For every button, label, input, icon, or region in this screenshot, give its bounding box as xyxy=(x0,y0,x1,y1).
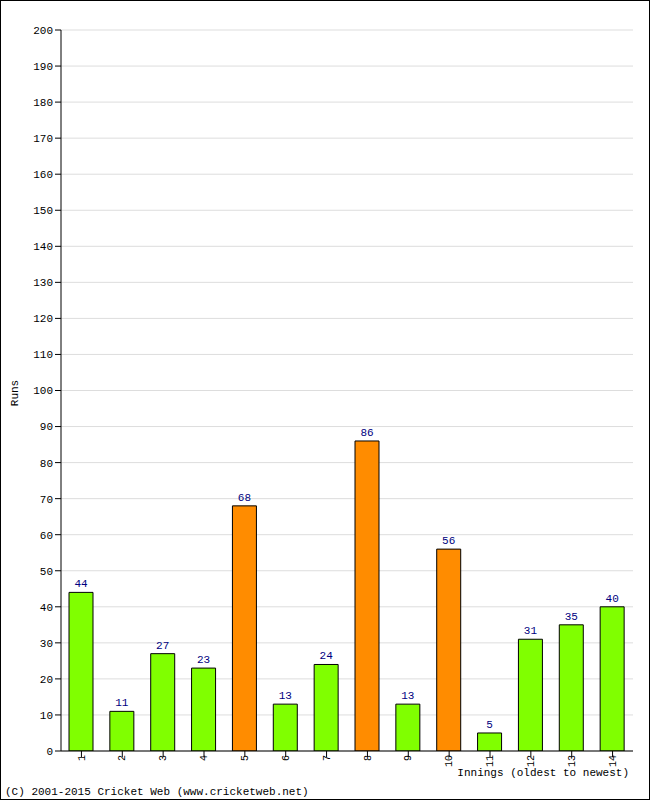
svg-text:31: 31 xyxy=(524,625,538,637)
svg-text:13: 13 xyxy=(401,690,414,702)
svg-text:150: 150 xyxy=(33,205,53,217)
html-text:Runs: Runs xyxy=(9,379,21,407)
svg-text:9: 9 xyxy=(403,755,414,761)
svg-text:44: 44 xyxy=(74,578,88,590)
svg-text:13: 13 xyxy=(279,690,292,702)
svg-text:160: 160 xyxy=(33,169,53,181)
svg-text:2: 2 xyxy=(117,755,128,761)
svg-text:27: 27 xyxy=(156,640,169,652)
html-text:Innings (oldest to newest): Innings (oldest to newest) xyxy=(457,767,629,779)
svg-text:180: 180 xyxy=(33,97,53,109)
svg-text:13: 13 xyxy=(567,755,578,767)
svg-text:8: 8 xyxy=(363,755,374,761)
svg-text:20: 20 xyxy=(40,674,53,686)
svg-text:56: 56 xyxy=(442,535,455,547)
svg-text:50: 50 xyxy=(40,566,53,578)
svg-text:10: 10 xyxy=(40,710,53,722)
svg-text:35: 35 xyxy=(565,611,578,623)
svg-text:5: 5 xyxy=(240,755,251,761)
svg-text:68: 68 xyxy=(238,492,251,504)
svg-text:110: 110 xyxy=(33,349,53,361)
svg-text:140: 140 xyxy=(33,241,53,253)
svg-text:0: 0 xyxy=(46,746,53,758)
svg-text:5: 5 xyxy=(486,719,493,731)
svg-text:1: 1 xyxy=(77,755,88,761)
svg-text:40: 40 xyxy=(606,593,619,605)
svg-text:6: 6 xyxy=(281,755,292,761)
svg-text:4: 4 xyxy=(199,755,210,761)
svg-text:90: 90 xyxy=(40,421,53,433)
svg-text:120: 120 xyxy=(33,313,53,325)
svg-text:12: 12 xyxy=(526,755,537,767)
svg-text:30: 30 xyxy=(40,638,53,650)
svg-text:14: 14 xyxy=(608,755,619,767)
svg-text:86: 86 xyxy=(360,427,373,439)
svg-text:70: 70 xyxy=(40,494,53,506)
svg-text:190: 190 xyxy=(33,61,53,73)
svg-text:11: 11 xyxy=(115,697,129,709)
svg-text:11: 11 xyxy=(485,755,496,767)
svg-text:170: 170 xyxy=(33,133,53,145)
html-text:(C) 2001-2015 Cricket Web (www: (C) 2001-2015 Cricket Web (www.cricketwe… xyxy=(5,786,309,798)
svg-text:10: 10 xyxy=(444,755,455,767)
svg-text:130: 130 xyxy=(33,277,53,289)
svg-text:40: 40 xyxy=(40,602,53,614)
svg-text:23: 23 xyxy=(197,654,210,666)
svg-text:24: 24 xyxy=(320,650,334,662)
svg-text:60: 60 xyxy=(40,530,53,542)
svg-text:3: 3 xyxy=(158,755,169,761)
svg-text:100: 100 xyxy=(33,385,53,397)
svg-text:80: 80 xyxy=(40,458,53,470)
svg-text:200: 200 xyxy=(33,25,53,37)
svg-text:7: 7 xyxy=(322,755,333,761)
